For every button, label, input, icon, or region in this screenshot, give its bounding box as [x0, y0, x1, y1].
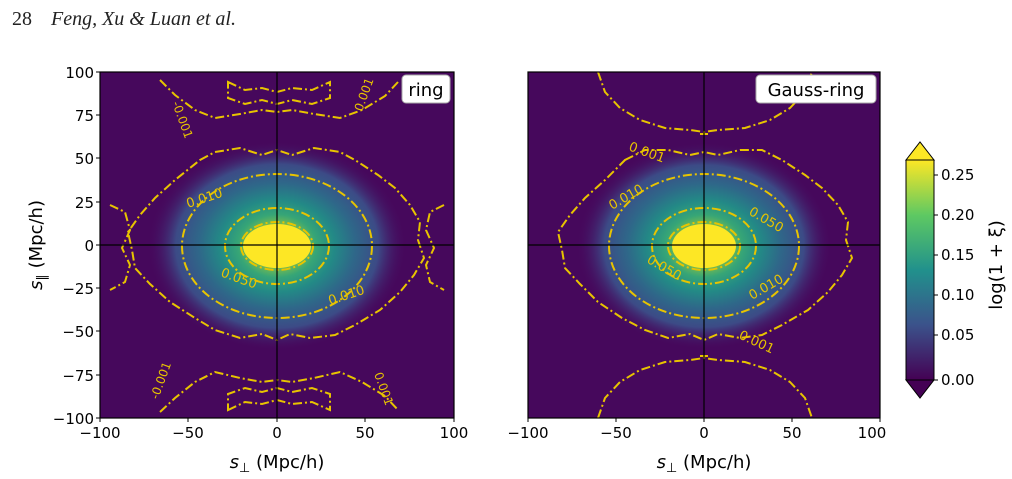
colorbar-tick-label: 0.00 [941, 371, 974, 389]
contour-top-ring [159, 79, 399, 120]
ytick-label: 0 [84, 237, 94, 255]
xtick-label: −50 [172, 424, 204, 442]
ytick-label: −25 [62, 280, 94, 298]
colorbar-ticks: 0.25 0.20 0.15 0.10 0.05 0.00 [941, 166, 974, 389]
xticks-gauss-ring: −100 −50 0 50 100 [507, 424, 886, 442]
xlabel-unit: (Mpc/h) [677, 452, 751, 473]
colorbar-tick-label: 0.05 [941, 326, 974, 344]
contour-bottom-inner [227, 386, 331, 412]
xtick-label: 0 [272, 424, 282, 442]
contour-0.001 [126, 146, 426, 342]
xtick-label: −100 [79, 424, 120, 442]
colorbar-label: log(1 + ξ) [986, 220, 1007, 310]
ytick-label: 25 [75, 194, 94, 212]
xtick-label: 100 [858, 424, 887, 442]
ytick-label: 50 [75, 150, 94, 168]
xtick-label: −100 [507, 424, 548, 442]
colorbar-gradient [905, 159, 935, 381]
xtick-label: 50 [782, 424, 801, 442]
xlabel-var: s [230, 452, 239, 473]
xlabel-sub: ⊥ [239, 461, 250, 476]
xlabel-var: s [657, 452, 666, 473]
xtick-label: 0 [699, 424, 709, 442]
xlabel-sub: ⊥ [666, 461, 677, 476]
xtick-label: −50 [600, 424, 632, 442]
label-box-ring [401, 74, 451, 104]
xtick-label: 50 [355, 424, 374, 442]
xlabel-unit: (Mpc/h) [250, 452, 324, 473]
ytick-label: 75 [75, 107, 94, 125]
ytick-label: 100 [65, 64, 94, 82]
colorbar-bottom-cap [904, 379, 936, 399]
xlabel-gauss-ring: s⊥ (Mpc/h) [657, 452, 752, 476]
ylabel-unit: (Mpc/h) [26, 200, 47, 274]
ylabel-ring: s∥ (Mpc/h) [26, 200, 50, 290]
colorbar-tick-label: 0.10 [941, 286, 974, 304]
contour-left-side [109, 204, 132, 291]
colorbar: 0.25 0.20 0.15 0.10 0.05 0.00 log(1 + ξ) [904, 141, 1007, 399]
page-header: 28 Feng, Xu & Luan et al. [12, 8, 236, 31]
label-ring: ring [408, 80, 443, 101]
colorbar-tick-label: 0.15 [941, 246, 974, 264]
ytick-label: −75 [62, 367, 94, 385]
panel-gauss-ring: 0.001 0.010 0.050 0.050 0.010 0.001 Gaus… [507, 71, 886, 476]
contour-0.001 [556, 149, 854, 342]
contour-top-inner [227, 80, 331, 106]
xtick-label: 100 [440, 424, 469, 442]
contour-right-side [424, 204, 445, 291]
page-number: 28 [12, 8, 32, 30]
colorbar-top-cap [904, 141, 936, 161]
ytick-label: −100 [53, 410, 94, 428]
xlabel-ring: s⊥ (Mpc/h) [230, 452, 325, 476]
ytick-label: −50 [62, 323, 94, 341]
label-gauss-ring: Gauss-ring [768, 80, 865, 101]
yticks-ring: 100 75 50 25 0 −25 −50 −75 −100 [53, 64, 94, 428]
panel-ring: -0.001 0.001 -0.001 0.001 0.010 0.050 0.… [26, 64, 468, 476]
ylabel-var: s [26, 281, 47, 290]
ylabel-sub: ∥ [35, 274, 50, 281]
colorbar-tick-label: 0.20 [941, 206, 974, 224]
xticks-ring: −100 −50 0 50 100 [79, 424, 468, 442]
author-line: Feng, Xu & Luan et al. [51, 8, 236, 30]
label-box-gauss-ring [755, 74, 877, 104]
colorbar-tick-label: 0.25 [941, 166, 974, 184]
